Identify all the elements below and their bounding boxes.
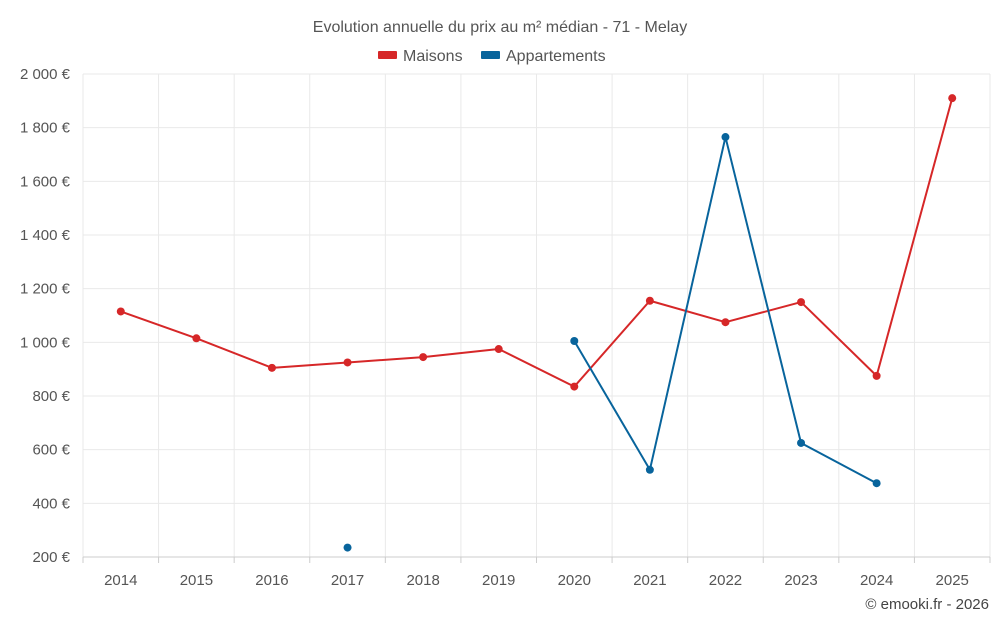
data-point bbox=[797, 298, 806, 307]
data-point bbox=[116, 307, 125, 316]
x-tick-label: 2020 bbox=[558, 572, 591, 589]
data-point bbox=[267, 363, 276, 372]
data-point bbox=[419, 353, 428, 362]
y-tick-label: 2 000 € bbox=[20, 66, 71, 83]
data-point bbox=[343, 543, 352, 552]
data-point bbox=[872, 371, 881, 380]
series-line bbox=[120, 97, 954, 388]
data-point bbox=[948, 94, 957, 103]
data-point bbox=[872, 479, 881, 488]
x-axis: 2014 2015 2016 2017 2018 2019 2020 2021 2022 2023… bbox=[82, 556, 991, 589]
legend-swatch bbox=[378, 51, 397, 59]
y-tick-label: 400 € bbox=[32, 495, 70, 512]
legend-item-maisons: Maisons bbox=[378, 48, 463, 65]
legend-item-appartements: Appartements bbox=[481, 48, 606, 65]
data-point bbox=[343, 358, 352, 367]
x-tick-label: 2025 bbox=[936, 572, 969, 589]
legend-label: Appartements bbox=[506, 48, 606, 65]
y-tick-label: 1 600 € bbox=[20, 173, 71, 190]
x-tick-label: 2021 bbox=[633, 572, 666, 589]
data-point bbox=[192, 334, 201, 343]
x-tick-label: 2024 bbox=[860, 572, 893, 589]
x-tick-label: 2018 bbox=[406, 572, 439, 589]
y-tick-label: 600 € bbox=[32, 442, 70, 459]
legend: Maisons Appartements bbox=[378, 48, 606, 65]
series-line bbox=[573, 136, 878, 485]
y-tick-label: 800 € bbox=[32, 388, 70, 405]
x-tick-label: 2014 bbox=[104, 572, 137, 589]
legend-swatch bbox=[481, 51, 500, 59]
x-tick-label: 2022 bbox=[709, 572, 742, 589]
y-tick-label: 1 400 € bbox=[20, 227, 71, 244]
data-point bbox=[721, 318, 730, 327]
data-point bbox=[494, 345, 503, 354]
grid bbox=[82, 73, 991, 557]
x-tick-label: 2016 bbox=[255, 572, 288, 589]
x-tick-label: 2015 bbox=[180, 572, 213, 589]
series-maisons bbox=[116, 94, 957, 391]
credit-text: © emooki.fr - 2026 bbox=[865, 596, 989, 613]
chart-title: Evolution annuelle du prix au m² médian … bbox=[313, 19, 687, 36]
legend-label: Maisons bbox=[403, 48, 463, 65]
data-point bbox=[645, 296, 654, 305]
x-tick-label: 2019 bbox=[482, 572, 515, 589]
y-tick-label: 200 € bbox=[32, 549, 70, 566]
x-tick-label: 2023 bbox=[784, 572, 817, 589]
series-appartements bbox=[343, 133, 881, 552]
data-point bbox=[645, 465, 654, 474]
y-tick-label: 1 000 € bbox=[20, 334, 71, 351]
data-point bbox=[721, 133, 730, 142]
data-point bbox=[570, 382, 579, 391]
data-point bbox=[570, 336, 579, 345]
data-point bbox=[797, 438, 806, 447]
x-tick-label: 2017 bbox=[331, 572, 364, 589]
y-tick-label: 1 800 € bbox=[20, 120, 71, 137]
y-tick-label: 1 200 € bbox=[20, 281, 71, 298]
series-group bbox=[116, 94, 957, 552]
y-axis: 200 € 400 € 600 € 800 € 1 000 € 1 200 € 1 400 … bbox=[20, 66, 71, 566]
